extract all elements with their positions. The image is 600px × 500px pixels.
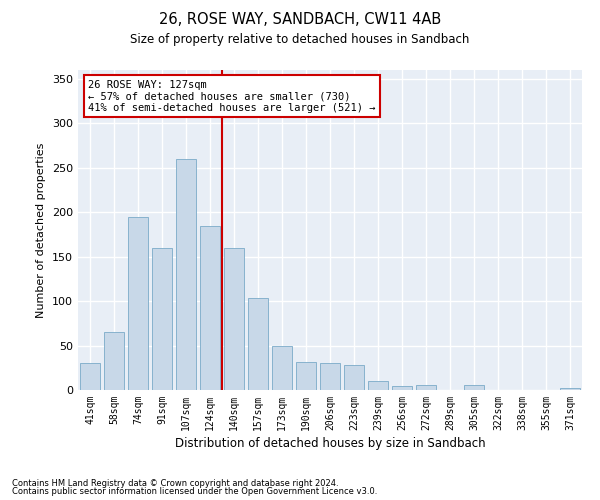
- X-axis label: Distribution of detached houses by size in Sandbach: Distribution of detached houses by size …: [175, 437, 485, 450]
- Bar: [272, 346, 292, 390]
- Bar: [320, 364, 340, 390]
- Bar: [200, 226, 220, 390]
- Bar: [416, 384, 436, 390]
- Bar: [560, 388, 580, 390]
- Bar: [392, 386, 412, 390]
- Bar: [464, 384, 484, 390]
- Bar: [248, 298, 268, 390]
- Bar: [128, 216, 148, 390]
- Bar: [296, 362, 316, 390]
- Bar: [176, 159, 196, 390]
- Y-axis label: Number of detached properties: Number of detached properties: [37, 142, 46, 318]
- Bar: [104, 332, 124, 390]
- Text: Contains HM Land Registry data © Crown copyright and database right 2024.: Contains HM Land Registry data © Crown c…: [12, 478, 338, 488]
- Bar: [368, 381, 388, 390]
- Bar: [152, 248, 172, 390]
- Text: 26 ROSE WAY: 127sqm
← 57% of detached houses are smaller (730)
41% of semi-detac: 26 ROSE WAY: 127sqm ← 57% of detached ho…: [88, 80, 376, 113]
- Bar: [224, 248, 244, 390]
- Bar: [80, 364, 100, 390]
- Text: 26, ROSE WAY, SANDBACH, CW11 4AB: 26, ROSE WAY, SANDBACH, CW11 4AB: [159, 12, 441, 28]
- Bar: [344, 365, 364, 390]
- Text: Size of property relative to detached houses in Sandbach: Size of property relative to detached ho…: [130, 32, 470, 46]
- Text: Contains public sector information licensed under the Open Government Licence v3: Contains public sector information licen…: [12, 487, 377, 496]
